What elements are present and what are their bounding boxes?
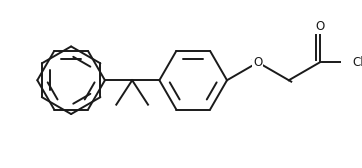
Text: O: O <box>315 20 324 33</box>
Text: Cl: Cl <box>353 56 362 69</box>
Text: O: O <box>253 56 262 69</box>
